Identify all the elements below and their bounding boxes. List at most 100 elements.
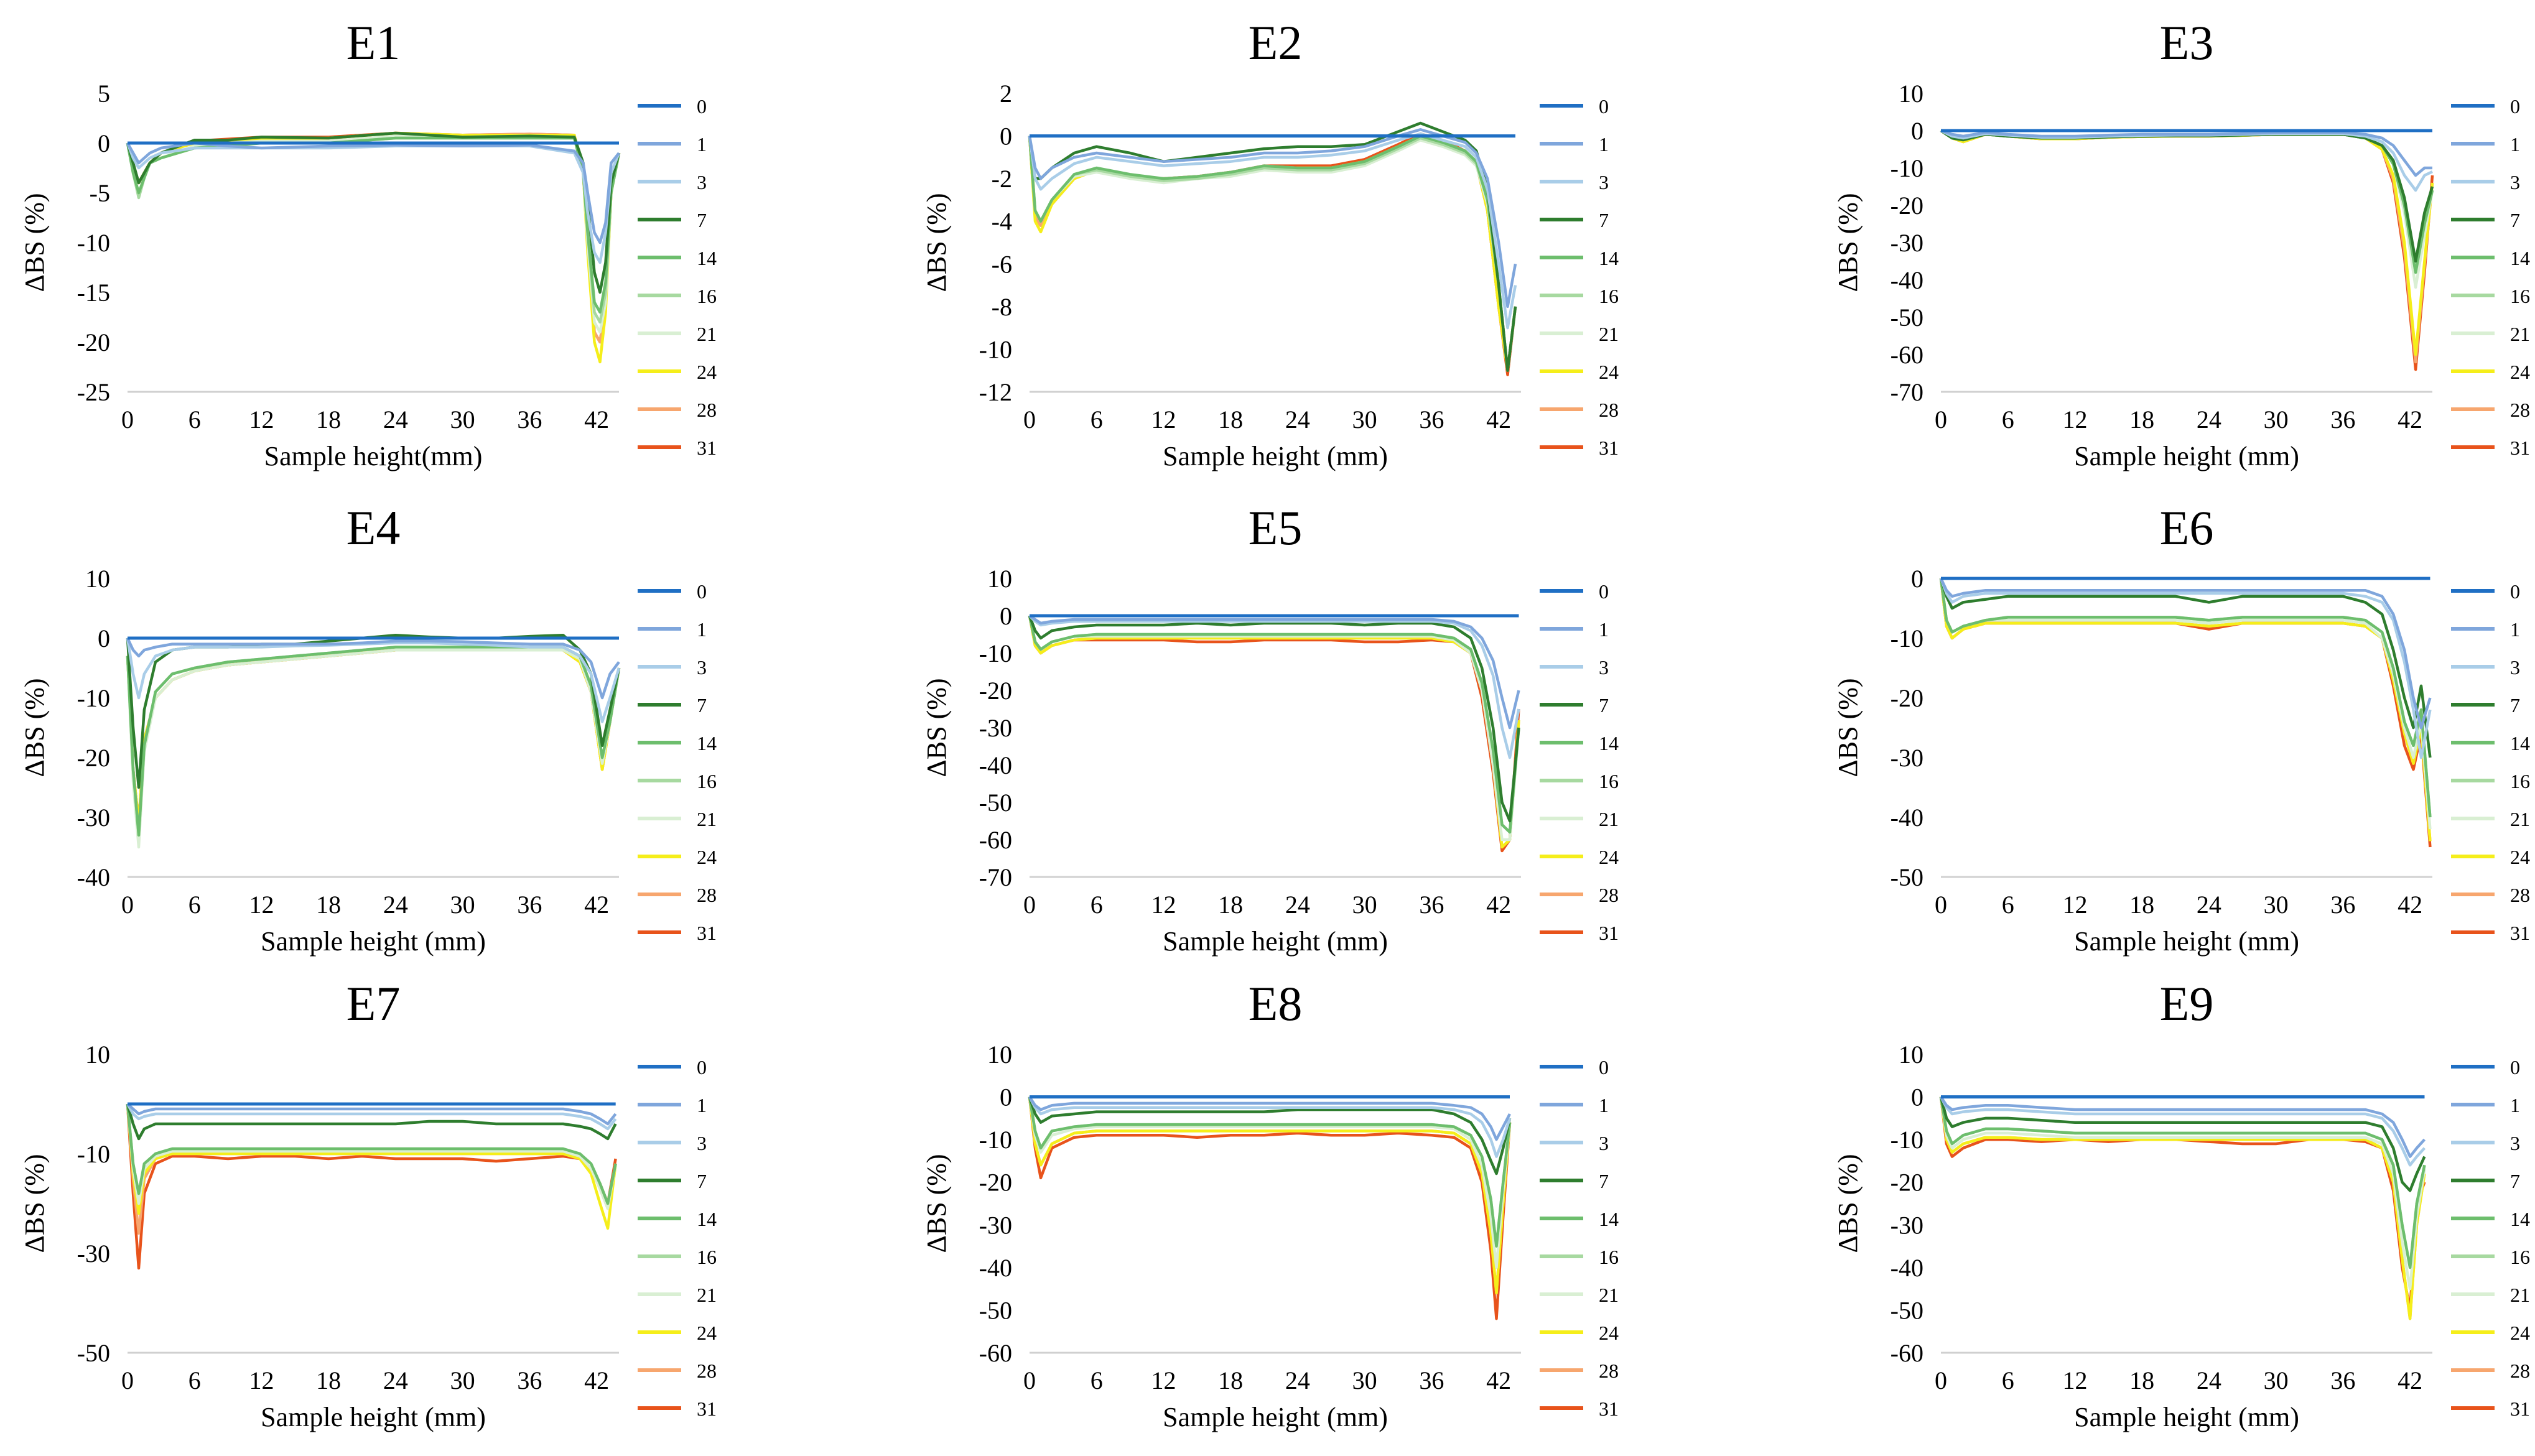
y-tick-label: 0 (98, 129, 110, 157)
x-tick-label: 12 (1151, 891, 1176, 919)
chart-title: E6 (2160, 501, 2214, 555)
y-tick-label: -30 (1891, 744, 1923, 772)
legend-label: 21 (2510, 323, 2530, 345)
legend-label: 0 (697, 1056, 707, 1078)
series-line-1 (1940, 129, 2432, 177)
legend-label: 0 (1599, 580, 1609, 603)
legend-label: 1 (2510, 133, 2520, 155)
legend-label: 14 (1599, 247, 1619, 269)
legend-label: 16 (697, 285, 717, 307)
x-tick-label: 30 (1352, 406, 1377, 434)
legend-label: 3 (2510, 1132, 2520, 1154)
legend-label: 31 (697, 922, 717, 944)
x-axis-label: Sample height (mm) (1163, 441, 1388, 471)
y-tick-label: -10 (979, 639, 1012, 667)
y-tick-label: -10 (77, 229, 110, 257)
x-axis-label: Sample height (mm) (2074, 926, 2299, 957)
x-tick-label: 18 (316, 1366, 341, 1394)
x-tick-label: 0 (121, 1366, 134, 1394)
legend-label: 0 (697, 580, 707, 603)
legend-label: 31 (697, 1398, 717, 1420)
x-tick-label: 24 (383, 406, 408, 434)
x-tick-label: 0 (1935, 1366, 1947, 1394)
legend-label: 31 (1599, 922, 1619, 944)
series-line-1 (1028, 128, 1517, 308)
x-tick-label: 30 (1352, 891, 1377, 919)
legend-label: 1 (1599, 133, 1609, 155)
legend-label: 24 (1599, 846, 1619, 868)
legend-label: 24 (697, 361, 717, 383)
y-tick-label: 2 (1000, 80, 1012, 108)
series-line-3 (1940, 1096, 2426, 1167)
x-axis-label: Sample height(mm) (264, 441, 483, 471)
legend-label: 21 (2510, 1284, 2530, 1306)
legend-label: 28 (2510, 399, 2530, 421)
y-tick-label: -40 (1891, 266, 1923, 294)
legend-label: 1 (2510, 1094, 2520, 1116)
x-tick-label: 24 (383, 1366, 408, 1394)
legend-label: 0 (1599, 95, 1609, 118)
series-line-24 (126, 131, 621, 364)
series-line-21 (126, 648, 621, 849)
x-tick-label: 36 (2330, 406, 2355, 434)
chart-title: E2 (1249, 16, 1303, 70)
legend-label: 7 (2510, 694, 2520, 716)
x-tick-label: 36 (517, 891, 542, 919)
x-tick-label: 0 (1935, 406, 1947, 434)
series-line-3 (1939, 578, 2432, 759)
legend-label: 3 (697, 656, 707, 679)
legend-label: 1 (1599, 1094, 1609, 1116)
y-tick-label: -2 (992, 165, 1012, 193)
y-tick-label: 0 (1911, 1083, 1923, 1111)
series-line-1 (1939, 578, 2432, 730)
x-tick-label: 6 (188, 1366, 201, 1394)
x-axis-label: Sample height (mm) (261, 926, 486, 957)
series-line-28 (1028, 615, 1520, 849)
series-line-14 (126, 1103, 617, 1205)
legend-label: 24 (1599, 1322, 1619, 1344)
x-tick-label: 0 (1023, 891, 1036, 919)
y-tick-label: -40 (77, 863, 110, 891)
x-tick-label: 18 (1218, 1366, 1243, 1394)
legend-label: 3 (1599, 171, 1609, 193)
legend-label: 0 (2510, 580, 2520, 603)
y-tick-label: 0 (1000, 1083, 1012, 1111)
series-line-21 (1028, 615, 1520, 842)
y-tick-label: -20 (979, 1169, 1012, 1197)
series-line-3 (1940, 129, 2433, 192)
y-tick-label: -30 (77, 1240, 110, 1268)
chart-title: E5 (1249, 501, 1303, 555)
legend-label: 31 (697, 437, 717, 459)
y-axis-label: ΔBS (%) (1833, 1154, 1863, 1253)
series-line-7 (1939, 578, 2432, 758)
x-tick-label: 12 (2062, 1366, 2087, 1394)
x-tick-label: 42 (584, 406, 609, 434)
legend-label: 0 (2510, 95, 2520, 118)
y-tick-label: -50 (1891, 863, 1923, 891)
legend-label: 16 (2510, 770, 2530, 792)
x-tick-label: 30 (450, 406, 475, 434)
series-line-28 (126, 131, 621, 344)
series-line-16 (1028, 1097, 1512, 1248)
y-tick-label: -40 (979, 1254, 1012, 1282)
series-line-14 (1940, 129, 2434, 274)
x-tick-label: 18 (1218, 891, 1243, 919)
legend-label: 3 (2510, 171, 2520, 193)
x-tick-label: 18 (2129, 406, 2154, 434)
series-line-7 (1028, 1096, 1512, 1175)
series-line-24 (1940, 129, 2434, 356)
y-axis-label: ΔBS (%) (1833, 193, 1863, 292)
y-tick-label: -60 (1891, 341, 1923, 369)
x-tick-label: 0 (1023, 406, 1036, 434)
x-tick-label: 24 (2197, 1366, 2221, 1394)
x-tick-label: 12 (249, 406, 274, 434)
x-tick-label: 30 (450, 891, 475, 919)
y-axis-label: ΔBS (%) (1833, 678, 1863, 777)
y-tick-label: -10 (979, 1126, 1012, 1154)
series-line-1 (126, 1103, 617, 1126)
legend-label: 0 (1599, 1056, 1609, 1078)
